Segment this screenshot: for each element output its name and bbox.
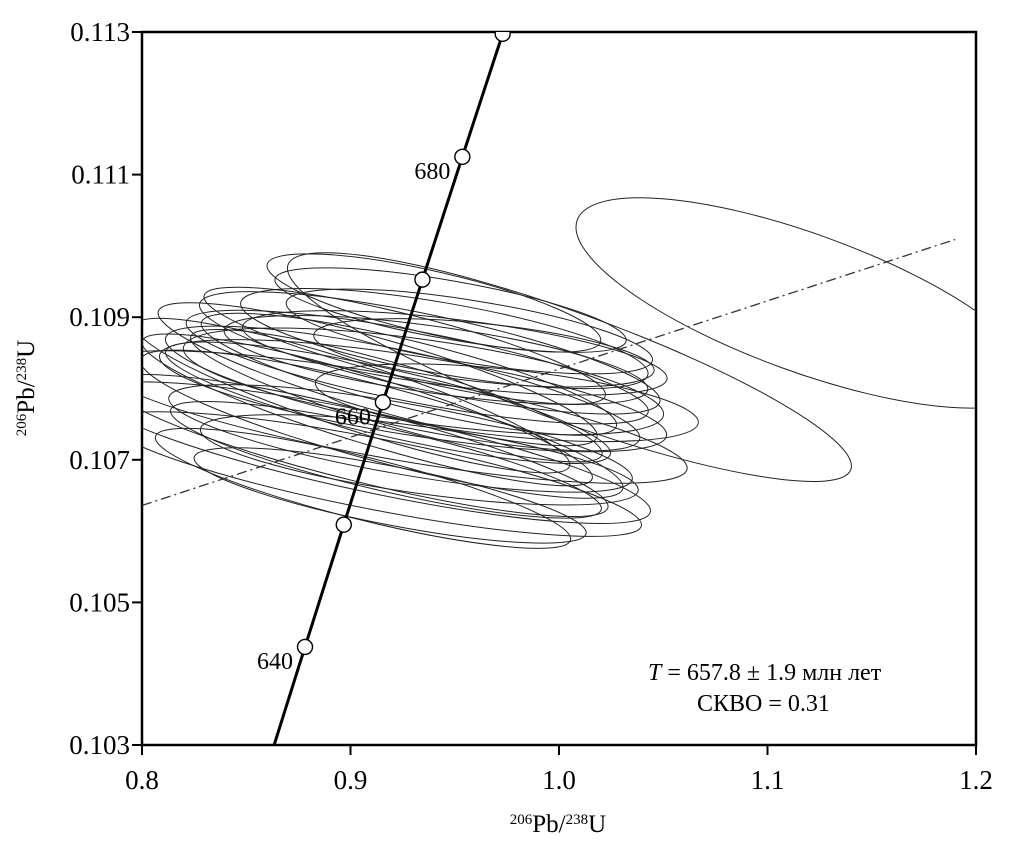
concordia-curve (272, 32, 505, 745)
mswd-annotation: СКВО = 0.31 (697, 691, 830, 717)
error-ellipse (241, 310, 668, 396)
error-ellipse (314, 363, 699, 443)
y-title-pb: Pb/ (13, 380, 40, 413)
concordia-age-marker (259, 761, 274, 776)
concordia-age-marker (454, 148, 471, 166)
error-ellipse (286, 252, 852, 483)
error-ellipse (142, 317, 571, 474)
y-title-sup-238: 238 (14, 358, 30, 381)
concordia-age-label: 660 (335, 404, 371, 430)
regression-line (142, 238, 956, 507)
concordia-age-label: 680 (414, 159, 450, 185)
concordia-age-labels: 640 660 680 (257, 159, 450, 675)
x-tick-label: 1.0 (542, 765, 576, 795)
concordia-age-markers (259, 32, 511, 776)
error-ellipse (313, 318, 655, 388)
error-ellipse (575, 197, 976, 409)
error-ellipse (157, 302, 598, 447)
error-ellipse (142, 374, 609, 518)
error-ellipse (274, 267, 627, 353)
error-ellipse (154, 427, 572, 549)
y-tick-label: 0.107 (69, 445, 130, 475)
x-tick-label: 1.2 (959, 765, 993, 795)
y-axis-title: 206Pb/238U (13, 340, 40, 436)
y-title-sup-206: 206 (14, 413, 30, 436)
plot-area-frame (140, 30, 978, 747)
x-title-u: U (588, 811, 606, 838)
error-ellipse (193, 447, 587, 544)
y-title-u: U (13, 340, 40, 358)
error-ellipse (240, 288, 649, 390)
x-tick-label: 0.9 (334, 765, 368, 795)
x-title-sup-206: 206 (510, 812, 533, 828)
x-title-pb: Pb/ (532, 811, 565, 838)
y-tick-label: 0.105 (69, 587, 130, 617)
concordia-age-marker (494, 32, 511, 43)
error-ellipse (168, 384, 633, 493)
concordia-age-marker (374, 394, 392, 411)
error-ellipse (182, 327, 665, 436)
error-ellipse (266, 253, 602, 353)
y-axis-ticks: 0.103 0.105 0.107 0.109 0.111 0.113 (69, 17, 142, 760)
x-axis-title: 206Pb/238U (510, 811, 606, 838)
concordia-age-marker (414, 271, 431, 288)
x-axis-ticks: 0.8 0.9 1.0 1.1 1.2 (125, 745, 993, 795)
age-annotation: T = 657.8 ± 1.9 млн лет (648, 660, 882, 686)
x-tick-label: 1.1 (751, 765, 785, 795)
y-tick-label: 0.103 (69, 730, 130, 760)
age-annotation-value: = 657.8 ± 1.9 млн лет (661, 660, 881, 686)
concordia-age-marker (296, 638, 314, 656)
y-tick-label: 0.113 (70, 17, 130, 47)
x-title-sup-238: 238 (566, 812, 589, 828)
error-ellipse (190, 328, 603, 463)
y-tick-label: 0.111 (71, 160, 130, 190)
concordia-age-label: 640 (257, 649, 293, 675)
age-annotation-t: T (648, 660, 663, 686)
error-ellipses (142, 197, 976, 549)
concordia-age-marker (335, 516, 352, 533)
y-tick-label: 0.109 (69, 302, 130, 332)
x-tick-label: 0.8 (125, 765, 159, 795)
error-ellipse (142, 411, 643, 537)
error-ellipse (158, 339, 668, 453)
